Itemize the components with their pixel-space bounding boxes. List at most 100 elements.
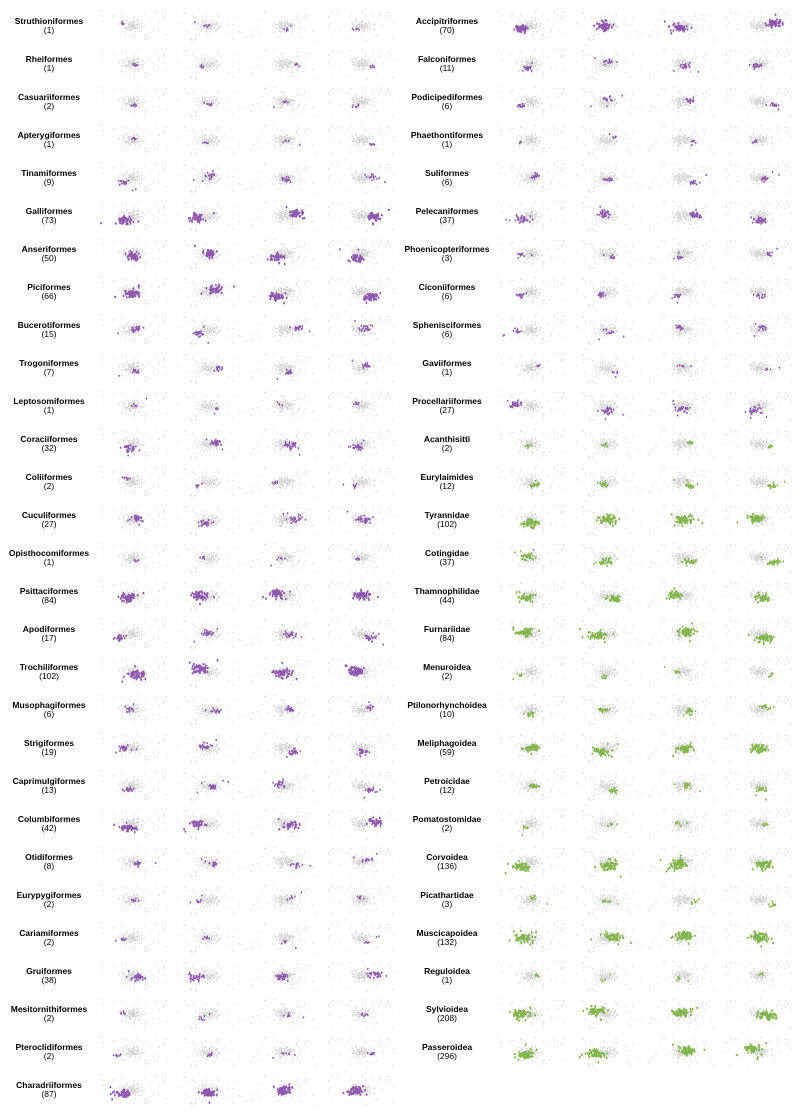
plot-strip bbox=[494, 655, 796, 689]
taxon-label: Galliformes(73) bbox=[4, 207, 96, 226]
plot-strip bbox=[494, 47, 796, 81]
taxon-row: Menuroidea(2) bbox=[402, 654, 796, 690]
scatter-panel bbox=[324, 883, 398, 917]
plot-strip bbox=[96, 123, 398, 157]
scatter-panel bbox=[722, 123, 796, 157]
plot-strip bbox=[96, 541, 398, 575]
scatter-panel bbox=[722, 389, 796, 423]
taxon-label: Columbiformes(42) bbox=[4, 815, 96, 834]
plot-strip bbox=[494, 921, 796, 955]
plot-strip bbox=[96, 9, 398, 43]
scatter-panel bbox=[172, 579, 246, 613]
plot-strip bbox=[96, 199, 398, 233]
scatter-panel bbox=[248, 959, 322, 993]
plot-strip bbox=[96, 503, 398, 537]
taxon-row: Anseriformes(50) bbox=[4, 236, 398, 272]
scatter-panel bbox=[722, 427, 796, 461]
taxon-count: (73) bbox=[4, 216, 94, 225]
scatter-panel bbox=[172, 465, 246, 499]
plot-strip bbox=[494, 389, 796, 423]
scatter-panel bbox=[96, 845, 170, 879]
taxon-count: (2) bbox=[4, 1052, 94, 1061]
scatter-panel bbox=[722, 921, 796, 955]
scatter-panel bbox=[248, 883, 322, 917]
scatter-panel bbox=[570, 693, 644, 727]
scatter-panel bbox=[722, 883, 796, 917]
scatter-panel bbox=[646, 237, 720, 271]
taxon-count: (66) bbox=[4, 292, 94, 301]
scatter-panel bbox=[646, 47, 720, 81]
right-column: Accipitriformes(70)Falconiformes(11)Podi… bbox=[402, 8, 796, 1108]
scatter-panel bbox=[324, 845, 398, 879]
taxon-row: Columbiformes(42) bbox=[4, 806, 398, 842]
taxon-label: Acanthisitti(2) bbox=[402, 435, 494, 454]
scatter-panel bbox=[646, 693, 720, 727]
taxon-row: Falconiformes(11) bbox=[402, 46, 796, 82]
plot-strip bbox=[96, 161, 398, 195]
plot-strip bbox=[96, 769, 398, 803]
taxon-row: Meliphagoidea(59) bbox=[402, 730, 796, 766]
taxon-count: (27) bbox=[402, 406, 492, 415]
taxon-row: Bucerotiformes(15) bbox=[4, 312, 398, 348]
taxon-row: Pomatostomidae(2) bbox=[402, 806, 796, 842]
scatter-panel bbox=[646, 541, 720, 575]
scatter-panel bbox=[722, 313, 796, 347]
taxon-row: Psittaciformes(84) bbox=[4, 578, 398, 614]
scatter-panel bbox=[494, 503, 568, 537]
taxon-row: Suliformes(6) bbox=[402, 160, 796, 196]
scatter-panel bbox=[96, 655, 170, 689]
taxon-row: Furnariidae(84) bbox=[402, 616, 796, 652]
scatter-panel bbox=[722, 807, 796, 841]
scatter-panel bbox=[494, 123, 568, 157]
scatter-panel bbox=[248, 389, 322, 423]
scatter-panel bbox=[646, 579, 720, 613]
scatter-panel bbox=[722, 85, 796, 119]
scatter-panel bbox=[570, 541, 644, 575]
taxon-label: Musophagiformes(6) bbox=[4, 701, 96, 720]
plot-strip bbox=[494, 123, 796, 157]
taxon-row: Coliiformes(2) bbox=[4, 464, 398, 500]
taxon-label: Phaethontiformes(1) bbox=[402, 131, 494, 150]
taxon-row: Phoenicopteriformes(3) bbox=[402, 236, 796, 272]
scatter-panel bbox=[570, 503, 644, 537]
scatter-panel bbox=[324, 313, 398, 347]
scatter-panel bbox=[96, 275, 170, 309]
scatter-panel bbox=[172, 199, 246, 233]
scatter-panel bbox=[172, 275, 246, 309]
scatter-panel bbox=[494, 807, 568, 841]
plot-strip bbox=[96, 465, 398, 499]
taxon-label: Accipitriformes(70) bbox=[402, 17, 494, 36]
taxon-count: (27) bbox=[4, 520, 94, 529]
taxon-row: Otidiformes(8) bbox=[4, 844, 398, 880]
scatter-panel bbox=[494, 237, 568, 271]
plot-strip bbox=[96, 617, 398, 651]
taxon-count: (44) bbox=[402, 596, 492, 605]
plot-strip bbox=[494, 997, 796, 1031]
scatter-panel bbox=[96, 47, 170, 81]
taxon-label: Passeroidea(296) bbox=[402, 1043, 494, 1062]
plot-strip bbox=[96, 351, 398, 385]
taxon-row: Sylvioidea(208) bbox=[402, 996, 796, 1032]
scatter-panel bbox=[722, 237, 796, 271]
scatter-panel bbox=[570, 9, 644, 43]
taxon-row: Petroicidae(12) bbox=[402, 768, 796, 804]
taxon-count: (132) bbox=[402, 938, 492, 947]
taxon-row: Reguloidea(1) bbox=[402, 958, 796, 994]
taxon-count: (32) bbox=[4, 444, 94, 453]
taxon-row: Corvoidea(136) bbox=[402, 844, 796, 880]
scatter-panel bbox=[96, 617, 170, 651]
taxon-count: (84) bbox=[402, 634, 492, 643]
scatter-panel bbox=[248, 1073, 322, 1107]
scatter-panel bbox=[172, 123, 246, 157]
scatter-panel bbox=[172, 845, 246, 879]
scatter-panel bbox=[172, 1035, 246, 1069]
scatter-panel bbox=[646, 389, 720, 423]
scatter-panel bbox=[248, 351, 322, 385]
taxon-count: (2) bbox=[402, 824, 492, 833]
scatter-panel bbox=[646, 313, 720, 347]
plot-strip bbox=[96, 275, 398, 309]
taxon-label: Reguloidea(1) bbox=[402, 967, 494, 986]
taxon-label: Eurylaimides(12) bbox=[402, 473, 494, 492]
scatter-panel bbox=[172, 655, 246, 689]
taxon-count: (50) bbox=[4, 254, 94, 263]
